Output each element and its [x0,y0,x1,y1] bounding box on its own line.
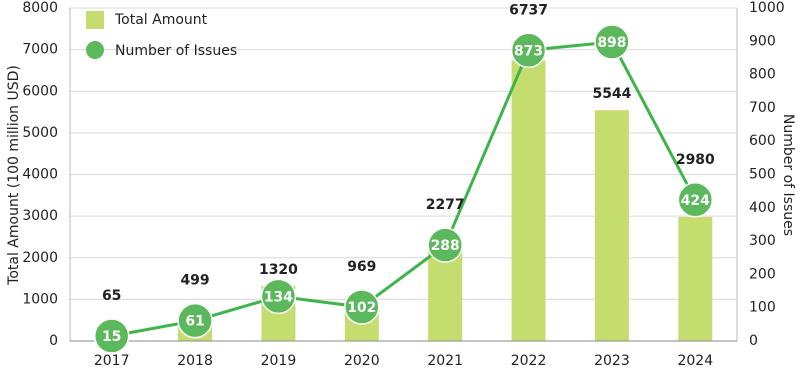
y-tick-label: 8000 [22,0,58,16]
bar [511,60,546,341]
y-tick-label: 3000 [22,208,58,224]
line-marker [510,32,547,69]
x-tick-label: 2020 [344,353,380,369]
y2-tick-label: 600 [749,133,776,149]
y2-tick-label: 500 [749,167,776,183]
y2-tick-label: 0 [749,333,758,349]
line-marker [594,24,630,60]
y2-tick-label: 200 [749,266,776,282]
x-tick-label: 2018 [177,353,213,369]
x-tick-label: 2021 [427,353,463,369]
bar-value-label: 6737 [509,2,548,18]
bar-value-label: 5544 [592,86,631,102]
y-tick-label: 4000 [22,167,58,183]
y2-tick-label: 700 [749,100,776,116]
y-tick-label: 0 [49,333,58,349]
line-value-label: 15 [102,329,121,345]
line-value-label: 424 [681,193,710,209]
legend-label: Number of Issues [115,43,237,59]
y-tick-label: 7000 [22,42,58,58]
y2-tick-label: 1000 [749,0,785,16]
bar-value-label: 1320 [259,262,298,278]
bar [594,110,629,341]
line-marker [344,289,380,325]
x-tick-label: 2024 [677,353,713,369]
y2-tick-label: 400 [749,200,776,216]
y-tick-label: 6000 [22,83,58,99]
y2-tick-label: 900 [749,33,776,49]
y2-tick-label: 100 [749,300,776,316]
line-marker [260,278,297,315]
line-marker [427,227,463,263]
y-axis-title: Total Amount (100 million USD) [6,65,22,286]
y-tick-label: 5000 [22,125,58,141]
y-tick-label: 2000 [22,250,58,266]
line-value-label: 102 [347,300,376,316]
bar-value-label: 969 [347,259,376,275]
line-value-label: 134 [264,289,293,305]
legend-label: Total Amount [114,12,208,28]
y2-axis-title: Number of Issues [780,114,796,236]
legend-swatch [86,11,104,29]
y2-tick-label: 300 [749,233,776,249]
y2-tick-label: 800 [749,67,776,83]
bar-value-label: 2980 [676,152,715,168]
line-value-label: 873 [514,43,543,59]
bar-value-label: 2277 [426,197,465,213]
line-value-label: 61 [185,314,204,330]
line-value-label: 288 [431,238,460,254]
line-marker [177,302,213,339]
bar-value-label: 499 [180,273,209,289]
legend-swatch [86,41,104,59]
y-tick-label: 1000 [22,291,58,307]
line-value-label: 898 [597,35,626,51]
x-tick-label: 2017 [94,353,130,369]
x-tick-label: 2022 [511,353,547,369]
bar-value-label: 65 [102,288,121,304]
line-marker [93,318,130,354]
x-tick-label: 2019 [261,353,297,369]
bar [678,216,713,341]
line-marker [677,182,714,218]
x-tick-label: 2023 [594,353,630,369]
